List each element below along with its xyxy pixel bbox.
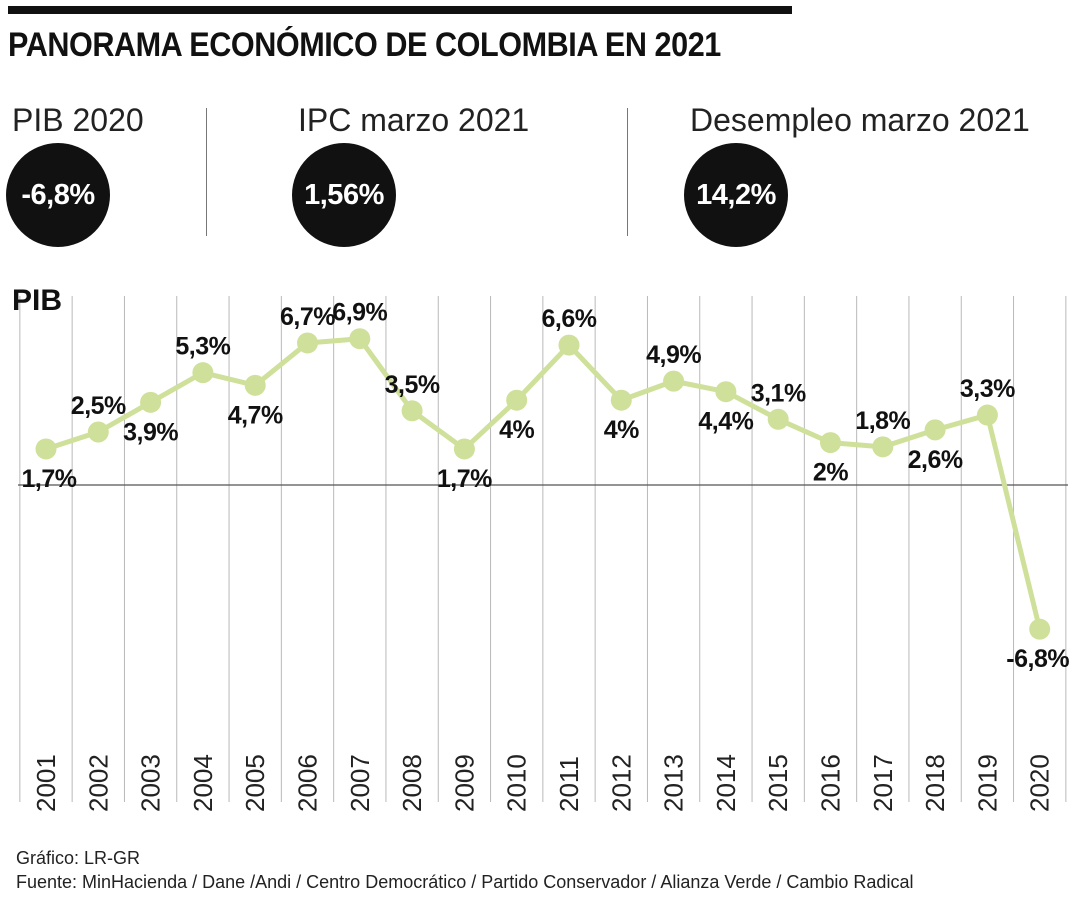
data-point	[192, 362, 214, 384]
data-point	[140, 391, 162, 413]
data-label: 4%	[499, 416, 534, 444]
chart-title: PIB	[12, 284, 63, 317]
data-label: 6,6%	[542, 305, 597, 333]
x-tick-label: 2007	[345, 754, 375, 812]
data-label: 1,7%	[22, 465, 77, 493]
top-rule	[8, 6, 792, 14]
x-tick-label: 2014	[711, 754, 741, 812]
kpi-value-pib: -6,8%	[6, 143, 110, 247]
data-label: 2%	[813, 459, 848, 487]
data-label: 2,5%	[71, 392, 126, 420]
kpi-label-pib: PIB 2020	[12, 102, 144, 138]
data-label: -6,8%	[1006, 645, 1069, 673]
data-point	[401, 400, 423, 422]
data-point	[35, 438, 57, 460]
data-label: 1,7%	[437, 465, 492, 493]
data-label: 2,6%	[908, 446, 963, 474]
x-tick-label: 2013	[659, 754, 689, 812]
data-label: 6,7%	[280, 303, 335, 331]
x-tick-label: 2009	[449, 754, 479, 812]
data-label: 4,4%	[698, 408, 753, 436]
data-label: 3,5%	[385, 371, 440, 399]
kpi-label-ipc: IPC marzo 2021	[298, 102, 530, 138]
data-label: 1,8%	[855, 407, 910, 435]
data-label: 4%	[604, 416, 639, 444]
x-tick-label: 2018	[920, 754, 950, 812]
kpi-divider	[627, 108, 628, 236]
data-point	[610, 389, 632, 411]
x-tick-label: 2005	[240, 754, 270, 812]
x-tick-label: 2017	[868, 754, 898, 812]
gdp-line-chart: 1,7%2,5%3,9%5,3%4,7%6,7%6,9%3,5%1,7%4%6,…	[18, 296, 1070, 812]
x-tick-label: 2015	[763, 754, 793, 812]
data-point	[1029, 618, 1051, 640]
x-tick-label: 2002	[83, 754, 113, 812]
data-point	[767, 408, 789, 430]
data-point	[349, 328, 371, 350]
data-point	[872, 436, 894, 458]
data-point	[558, 334, 580, 356]
x-tick-label: 2003	[136, 754, 166, 812]
kpi-value-ipc: 1,56%	[292, 143, 396, 247]
kpi-divider	[206, 108, 207, 236]
data-point	[715, 381, 737, 403]
x-tick-label: 2011	[554, 756, 584, 812]
x-tick-label: 2006	[293, 754, 323, 812]
data-label: 4,9%	[646, 341, 701, 369]
data-label: 6,9%	[332, 299, 387, 327]
data-point	[297, 332, 318, 354]
x-tick-label: 2012	[606, 754, 636, 812]
data-label: 5,3%	[175, 333, 230, 361]
data-point	[663, 370, 685, 392]
data-label: 4,7%	[228, 401, 283, 429]
x-tick-label: 2001	[31, 754, 61, 812]
data-point	[924, 419, 946, 441]
kpi-label-desempleo: Desempleo marzo 2021	[690, 102, 1030, 138]
x-tick-label: 2008	[397, 754, 427, 812]
data-label: 3,3%	[960, 375, 1015, 403]
graphic-credit: Gráfico: LR-GR	[16, 848, 141, 868]
data-point	[976, 404, 998, 426]
x-tick-label: 2016	[816, 754, 846, 812]
x-tick-label: 2019	[972, 754, 1002, 812]
x-tick-label: 2004	[188, 754, 218, 812]
data-point	[506, 389, 528, 411]
data-point	[453, 438, 475, 460]
data-label: 3,1%	[751, 379, 806, 407]
page-title: PANORAMA ECONÓMICO DE COLOMBIA EN 2021	[8, 26, 721, 64]
source-note: Fuente: MinHacienda / Dane /Andi / Centr…	[16, 872, 914, 892]
kpi-value-desempleo: 14,2%	[684, 143, 788, 247]
data-point	[244, 374, 266, 396]
x-tick-label: 2010	[502, 754, 532, 812]
x-tick-label: 2020	[1025, 754, 1055, 812]
data-label: 3,9%	[123, 418, 178, 446]
data-point	[820, 432, 841, 454]
data-point	[87, 421, 109, 443]
